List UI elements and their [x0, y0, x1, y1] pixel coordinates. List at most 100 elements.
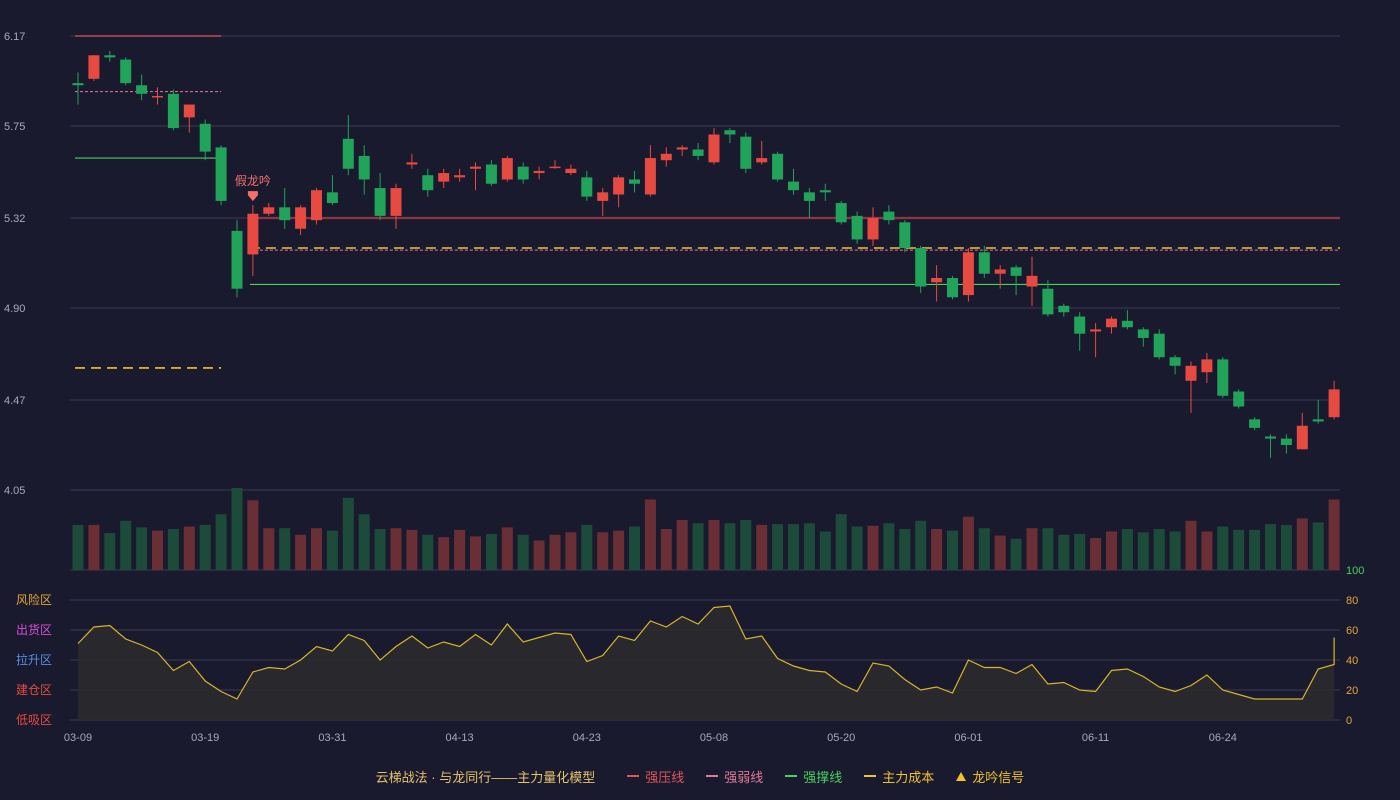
volume-bar: [358, 514, 370, 570]
volume-bar: [406, 529, 418, 570]
candle-body: [1121, 320, 1133, 328]
candle-body: [756, 158, 768, 163]
volume-bar: [1058, 534, 1070, 570]
candle-body: [1026, 275, 1038, 287]
candle-body: [660, 153, 672, 161]
volume-bar: [454, 529, 466, 570]
legend-item-cost[interactable]: 主力成本: [864, 767, 934, 786]
candle-body: [1312, 419, 1324, 422]
candle-body: [501, 158, 513, 180]
legend-title: 云梯战法 · 与龙同行——主力量化模型: [375, 769, 596, 785]
candle-body: [1201, 359, 1213, 373]
date-tick-label: 05-08: [700, 732, 728, 744]
candle-body: [1058, 305, 1070, 313]
candle-body: [962, 252, 974, 296]
candle-body: [263, 207, 275, 214]
candle-body: [613, 177, 625, 195]
volume-bar: [1312, 522, 1324, 570]
candle-body: [533, 170, 545, 174]
volume-bar: [994, 535, 1006, 570]
volume-bar: [1217, 526, 1229, 570]
volume-bar: [931, 529, 943, 570]
candle-body: [88, 55, 100, 79]
oscillator-tick-label: 100: [1346, 565, 1364, 577]
candle-body: [629, 179, 640, 184]
volume-bar: [199, 524, 211, 570]
candle-body: [1090, 329, 1102, 332]
candle-body: [231, 230, 243, 289]
legend-item-resistance[interactable]: 强压线: [627, 767, 684, 786]
volume-bar: [1090, 538, 1102, 570]
candle-body: [851, 215, 863, 240]
volume-bar: [1280, 524, 1292, 570]
solid-line-icon: [785, 775, 798, 777]
candle-body: [390, 188, 402, 216]
date-tick-label: 04-23: [573, 732, 601, 744]
volume-bar: [740, 519, 752, 570]
volume-bar: [167, 529, 179, 570]
volume-bar: [438, 537, 450, 570]
zone-label: 风险区: [16, 592, 52, 607]
legend-item-weak[interactable]: 强弱线: [706, 767, 763, 786]
candle-body: [104, 55, 116, 58]
legend-label: 强弱线: [724, 769, 764, 785]
price-tick-label: 4.05: [4, 485, 25, 497]
candle-body: [724, 130, 736, 135]
candle-body: [772, 153, 784, 180]
volume-bar: [1185, 520, 1197, 570]
legend-label: 龙吟信号: [972, 769, 1025, 785]
date-tick-label: 05-20: [827, 732, 855, 744]
volume-bar: [1265, 524, 1276, 570]
dashed-line-icon: [706, 775, 719, 777]
zone-label: 拉升区: [16, 652, 52, 667]
legend-item-signal[interactable]: 龙吟信号: [956, 767, 1024, 786]
volume-bar: [565, 532, 577, 570]
volume-bar: [676, 519, 688, 570]
candle-body: [708, 134, 720, 163]
volume-bar: [724, 523, 736, 570]
volume-bar: [803, 523, 815, 570]
date-tick-label: 06-11: [1082, 732, 1109, 744]
oscillator-fill: [78, 606, 1335, 720]
candle-body: [485, 164, 497, 184]
volume-bar: [629, 526, 640, 570]
candle-body: [915, 248, 927, 287]
volume-bar: [231, 488, 243, 570]
candle-body: [374, 188, 386, 216]
volume-bar: [311, 528, 322, 570]
candle-body: [136, 85, 148, 94]
volume-bar: [533, 540, 545, 570]
volume-bar: [883, 523, 895, 570]
date-tick-label: 06-24: [1209, 732, 1237, 744]
volume-bar: [692, 523, 704, 570]
candle-body: [597, 192, 609, 201]
price-tick-label: 4.47: [4, 395, 25, 407]
oscillator-tick-label: 40: [1346, 655, 1358, 667]
candle-body: [1328, 389, 1340, 418]
candlesticks: [72, 50, 1340, 458]
candle-body: [183, 104, 195, 118]
volume-bar: [851, 526, 863, 570]
price-tick-label: 4.90: [4, 303, 25, 315]
candle-body: [676, 147, 688, 150]
volume-bar: [1296, 518, 1308, 570]
oscillator-panel: [77, 605, 1335, 720]
candle-body: [867, 218, 879, 240]
candle-body: [994, 269, 1006, 274]
volume-bar: [279, 528, 291, 570]
candle-body: [899, 222, 911, 249]
legend-item-support[interactable]: 强撑线: [785, 767, 842, 786]
volume-bar: [788, 524, 799, 570]
volume-bar: [1169, 531, 1181, 570]
volume-bar: [342, 497, 354, 570]
date-tick-label: 06-01: [954, 732, 982, 744]
volume-bar: [215, 514, 227, 570]
volume-bar: [947, 530, 958, 570]
date-axis: 03-09 03-19 03-31 04-13 04-23 05-08 05-20 06-01…: [64, 732, 1237, 744]
volume-bar: [597, 532, 609, 570]
volume-bar: [422, 534, 434, 570]
price-tick-label: 5.32: [4, 213, 25, 225]
volume-bar: [962, 516, 974, 570]
candle-body: [1074, 316, 1086, 334]
volume-bar: [772, 524, 784, 570]
